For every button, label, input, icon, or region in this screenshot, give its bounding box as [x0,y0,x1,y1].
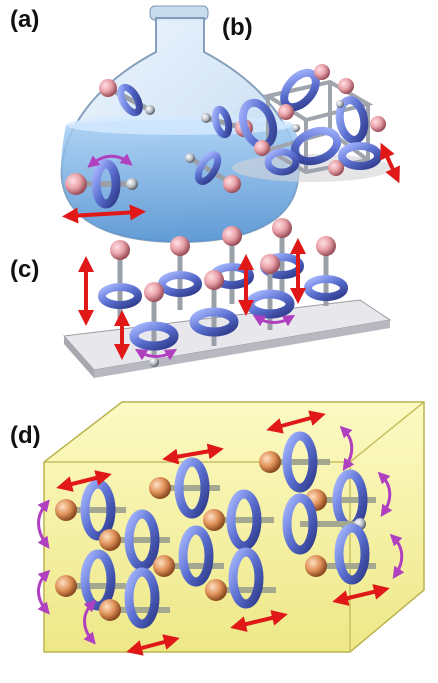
translation-arrow [62,204,146,224]
surface-rotation-1 [134,348,178,361]
flask-molecule-1 [99,79,155,117]
bulk-rotor [203,489,274,551]
bulk-rotor [99,509,170,571]
panel-label-b: (b) [222,14,253,41]
panel-label-d: (d) [10,422,41,449]
bulk-rotor [99,567,170,629]
flask-molecule-3 [185,151,241,193]
bulk-rotor [305,523,376,585]
bulk-motion-arrows [37,410,405,656]
surface-rotation-2 [252,314,296,327]
bulk-rotor [55,549,126,611]
rotation-arrow [87,153,133,168]
cluster-arrow [380,142,400,184]
panel-a-flask [60,5,301,244]
bulk-rotor [205,547,276,609]
panel-b-cluster [232,64,392,182]
panel-label-c: (c) [10,256,40,283]
bulk-rotor-lattice [55,431,376,629]
bulk-rotor [259,431,330,493]
panel-label-a: (a) [10,6,40,33]
bulk-rotor [153,525,224,587]
